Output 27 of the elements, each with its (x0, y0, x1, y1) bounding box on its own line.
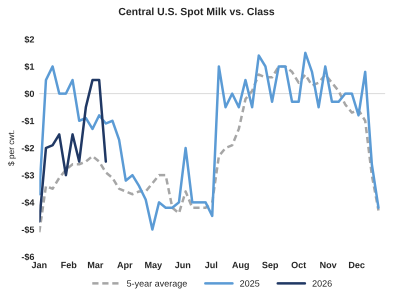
chart-title: Central U.S. Spot Milk vs. Class (118, 8, 274, 18)
x-tick-label: Feb (61, 262, 76, 268)
x-tick-label: Jun (174, 262, 190, 268)
y-tick-label: -$1 (22, 117, 34, 125)
x-tick-label: Mar (88, 262, 104, 268)
legend-label: 2025 (240, 280, 260, 287)
x-tick-label: Apr (117, 262, 132, 270)
y-tick-label: -$5 (22, 226, 34, 234)
x-tick-label: May (145, 262, 162, 270)
x-tick-label: Dec (348, 262, 365, 268)
legend-label: 5-year average (126, 280, 187, 288)
x-tick-label: Oct (292, 262, 306, 268)
y-axis-title: $ per cwt. (8, 130, 16, 166)
line-series (39, 78, 108, 223)
y-tick-label: -$3 (22, 172, 34, 180)
y-tick-label: -$2 (22, 144, 34, 152)
x-tick-label: Aug (232, 262, 249, 270)
y-tick-label: -$4 (22, 198, 34, 206)
y-tick-label: -$6 (22, 253, 34, 261)
legend-label: 2026 (312, 280, 332, 287)
y-tick-label: $1 (24, 63, 34, 70)
x-tick-label: Jul (204, 262, 218, 268)
x-tick-label: Jan (32, 262, 47, 268)
y-tick-label: $0 (24, 90, 34, 98)
y-tick-label: $2 (24, 36, 34, 44)
x-tick-label: Nov (320, 262, 337, 268)
x-tick-label: Sep (262, 262, 278, 270)
